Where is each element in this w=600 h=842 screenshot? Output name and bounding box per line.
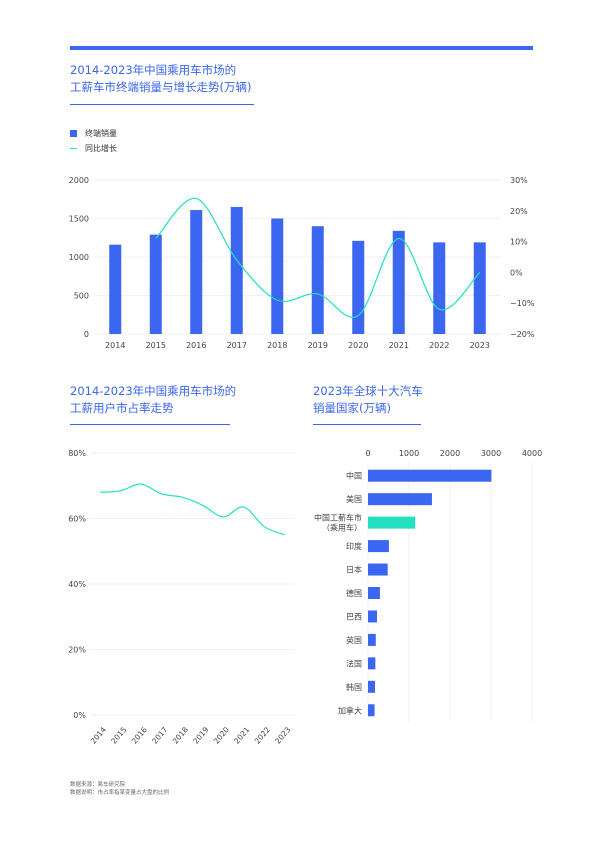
legend-bar-swatch (70, 130, 77, 137)
chart1-xtick: 2018 (267, 341, 287, 350)
legend-line-label: 同比增长 (85, 144, 117, 153)
chart3-xtick: 3000 (481, 449, 501, 458)
chart1-xtick: 2023 (470, 341, 490, 350)
chart3-bar (368, 657, 376, 670)
chart1-title: 2014-2023年中国乘用车市场的 工薪车市终端销量与增长走势(万辆) (70, 62, 251, 96)
chart1-ytick-right: −10% (510, 299, 535, 308)
chart3-category-label: 法国 (346, 658, 362, 668)
chart3-title-rule (313, 424, 421, 425)
chart3-bar (368, 516, 416, 529)
chart3-bar (368, 633, 376, 646)
chart3-title-line2: 销量国家(万辆) (313, 401, 391, 415)
chart1-legend-line: 同比增长 (70, 143, 117, 154)
chart3-bar (368, 587, 380, 599)
chart2-xtick: 2015 (109, 725, 128, 746)
chart1-bar (271, 218, 284, 334)
chart1-xtick: 2022 (429, 341, 449, 350)
chart3-bar (368, 469, 492, 482)
chart1-ytick-right: −20% (510, 330, 535, 339)
chart3-bar (368, 540, 389, 553)
chart3-category-label: 德国 (346, 588, 362, 598)
chart1-xtick: 2019 (308, 341, 328, 350)
chart3-bar (368, 704, 375, 717)
chart3-xtick: 2000 (440, 449, 460, 458)
chart1-xtick: 2021 (389, 341, 409, 350)
chart3-category-label: 中国工薪车市 (314, 513, 362, 523)
chart3-title-line1: 2023年全球十大汽车 (313, 384, 423, 398)
chart2-xtick: 2023 (273, 725, 292, 746)
chart1-bar (311, 226, 324, 334)
chart3-category-label: 巴西 (346, 612, 362, 621)
chart2-title-line2: 工薪用户市占率走势 (70, 401, 174, 415)
chart1-bar (352, 240, 365, 334)
chart2-xtick: 2020 (212, 725, 231, 746)
chart3-category-label: 日本 (346, 565, 362, 575)
chart2-ytick: 40% (68, 580, 86, 589)
chart1-ytick-left: 2000 (69, 176, 89, 185)
chart1-bar (473, 242, 486, 334)
chart2-ytick: 60% (68, 515, 86, 524)
top-accent-bar (70, 46, 533, 50)
chart1-bar (230, 206, 243, 334)
chart3-bar (368, 680, 375, 693)
chart2-xtick: 2016 (130, 725, 149, 746)
footnote-source: 数据来源：易车研究院 (70, 782, 126, 788)
chart1-ytick-right: 20% (510, 207, 528, 216)
chart1-bar (109, 244, 122, 334)
chart1-xtick: 2017 (227, 341, 247, 350)
chart2-ytick: 80% (68, 449, 86, 458)
chart1-ytick-left: 0 (84, 330, 89, 339)
chart3-bar (368, 563, 388, 576)
chart2-share-line (100, 483, 285, 536)
chart1-title-line1: 2014-2023年中国乘用车市场的 (70, 63, 237, 77)
chart3-xtick: 1000 (399, 449, 419, 458)
chart1-ytick-left: 500 (74, 292, 89, 301)
chart1-xtick: 2020 (348, 341, 368, 350)
legend-bar-label: 终端销量 (85, 129, 117, 138)
chart1-xtick: 2015 (146, 341, 166, 350)
chart2-xtick: 2018 (171, 725, 190, 746)
chart1-title-line2: 工薪车市终端销量与增长走势(万辆) (70, 80, 252, 94)
chart3-category-label: 加拿大 (338, 705, 362, 715)
chart2-xtick: 2017 (150, 725, 169, 746)
chart1-xtick: 2016 (186, 341, 206, 350)
chart3-bar (368, 493, 432, 506)
footnote-note: 数据说明：市占率指某变量占大盘的比例 (70, 790, 170, 796)
chart1-ytick-right: 0% (510, 268, 523, 277)
chart3-xtick: 4000 (522, 449, 542, 458)
chart2-ytick: 20% (68, 646, 86, 655)
chart1-xtick: 2014 (105, 341, 125, 350)
chart1-ytick-left: 1000 (69, 253, 89, 262)
chart2-xtick: 2019 (191, 725, 210, 746)
chart3-category-label: （乘用车） (322, 523, 362, 533)
chart1-bar (392, 230, 405, 334)
chart3-bar (368, 610, 378, 623)
chart1-ytick-left: 1500 (69, 215, 89, 224)
chart3-category-label: 中国 (346, 471, 362, 481)
chart1-legend-bar: 终端销量 (70, 128, 117, 139)
chart3-category-label: 英国 (346, 635, 362, 645)
chart1-ytick-right: 10% (510, 238, 528, 247)
chart1-title-rule (70, 104, 254, 105)
legend-line-swatch (70, 147, 77, 150)
chart1-bar (190, 210, 203, 334)
chart3-category-label: 美国 (346, 494, 362, 504)
chart2-title: 2014-2023年中国乘用车市场的 工薪用户市占率走势 (70, 383, 236, 417)
chart3-category-label: 韩国 (346, 682, 362, 692)
chart2-title-rule (70, 424, 230, 425)
chart1-bar (433, 242, 446, 334)
chart2-xtick: 2021 (232, 725, 251, 746)
chart2-xtick: 2022 (253, 725, 272, 746)
chart3-category-label: 印度 (346, 541, 362, 551)
chart3-title: 2023年全球十大汽车 销量国家(万辆) (313, 383, 423, 417)
chart2-title-line1: 2014-2023年中国乘用车市场的 (70, 384, 237, 398)
chart2-ytick: 0% (73, 711, 86, 720)
chart1-ytick-right: 30% (510, 176, 528, 185)
chart3-xtick: 0 (365, 449, 370, 458)
chart2-xtick: 2014 (89, 725, 108, 746)
chart1-growth-line (155, 197, 481, 318)
chart1-bar (149, 234, 162, 334)
